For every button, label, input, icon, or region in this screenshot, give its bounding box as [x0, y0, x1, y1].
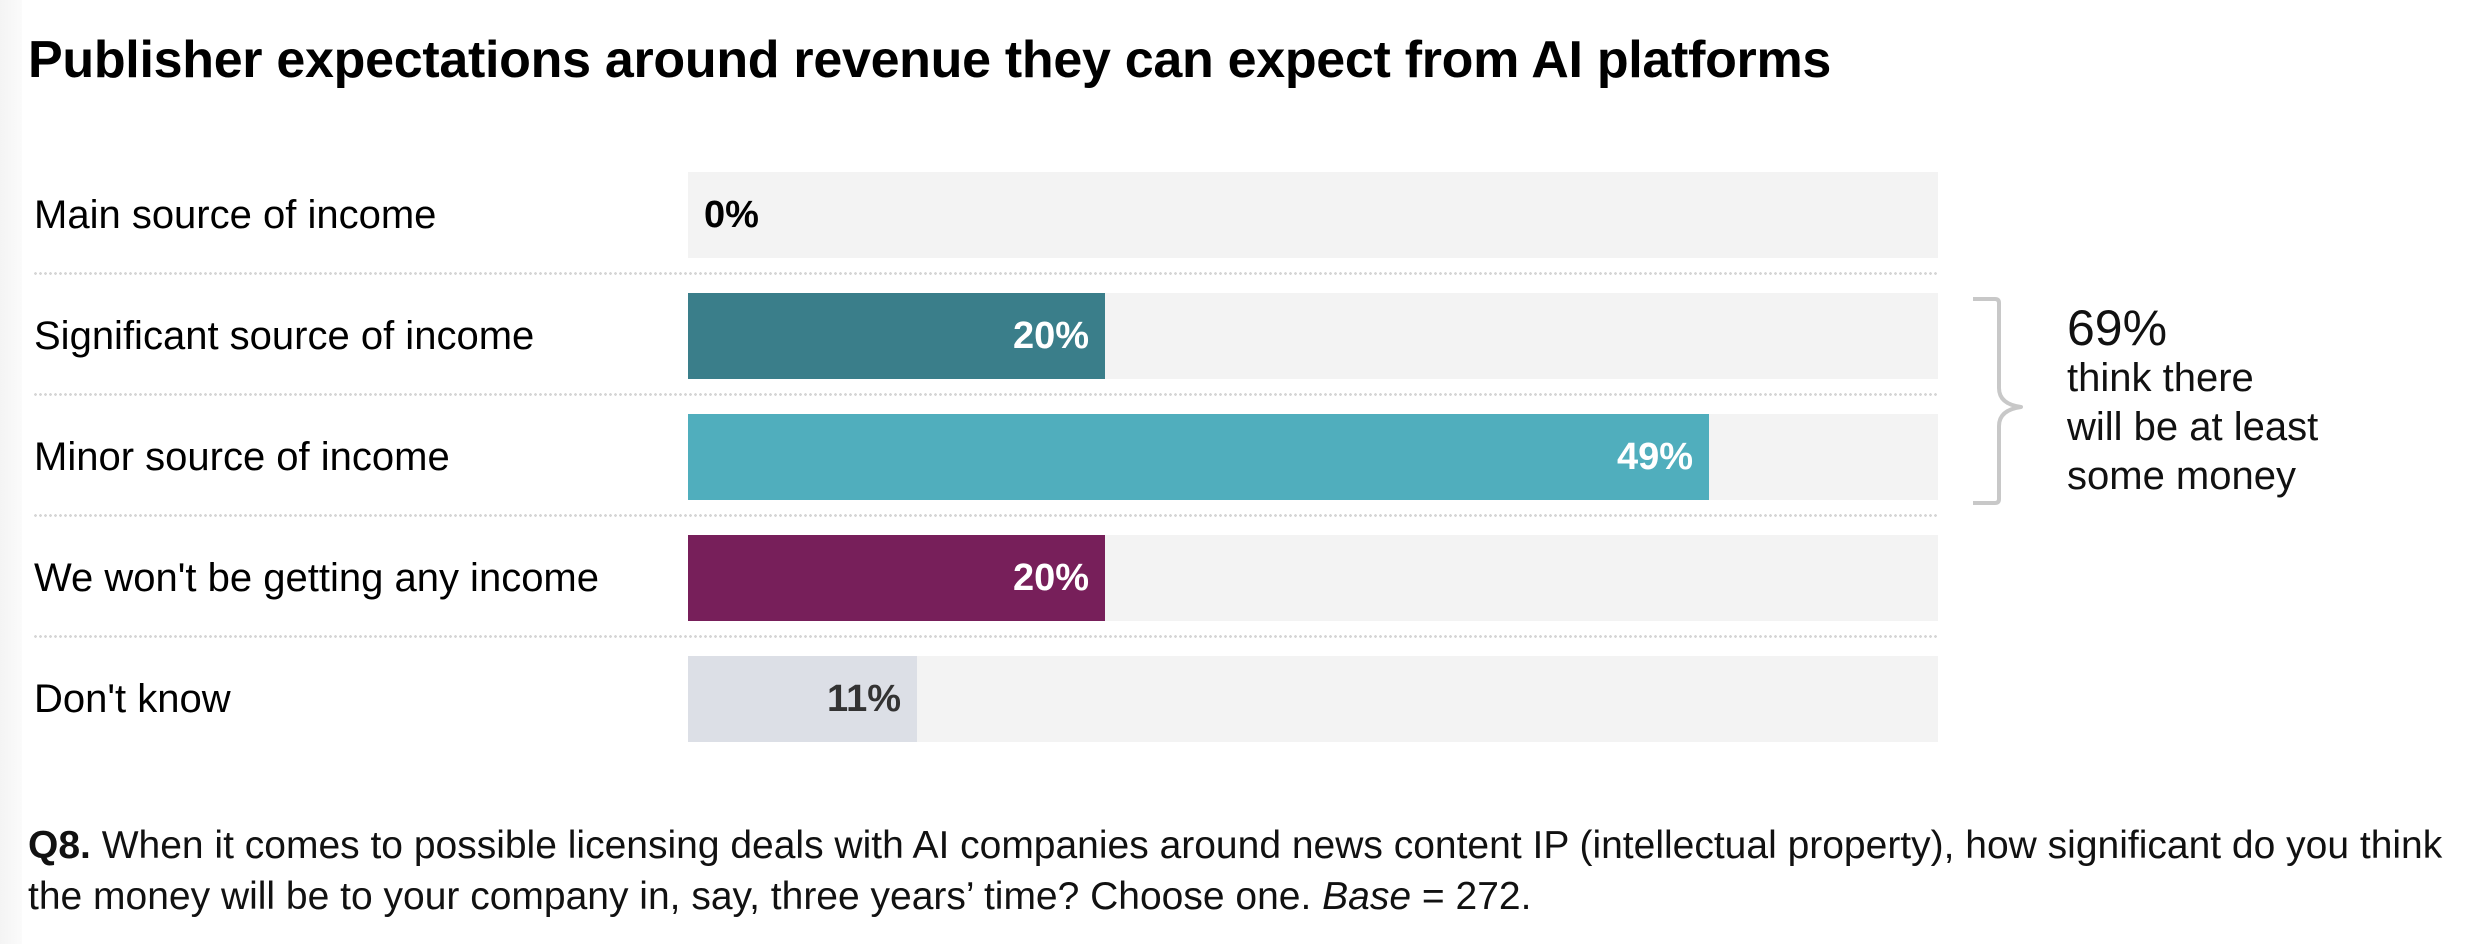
- category-label: We won't be getting any income: [34, 556, 599, 600]
- base-label: Base: [1322, 875, 1412, 918]
- bar-track: 20%: [688, 535, 1938, 621]
- bar: [688, 535, 1105, 621]
- category-label: Main source of income: [34, 193, 437, 237]
- category-label: Minor source of income: [34, 435, 450, 479]
- bar: [688, 293, 1105, 379]
- data-label: 20%: [1012, 557, 1089, 599]
- row-divider: [33, 635, 1938, 638]
- annotation-value: 69%: [2067, 300, 2168, 356]
- category-label: Don't know: [34, 677, 231, 721]
- curly-brace-icon: [1973, 297, 2023, 505]
- question-id: Q8.: [28, 824, 91, 867]
- bar-track: 11%: [688, 656, 1938, 742]
- base-value: = 272.: [1411, 875, 1532, 918]
- annotation-line: think there: [2067, 356, 2254, 400]
- data-label: 11%: [827, 678, 901, 720]
- bar: [688, 414, 1709, 500]
- footnote: Q8. When it comes to possible licensing …: [28, 820, 2468, 922]
- annotation-line: some money: [2067, 454, 2296, 498]
- data-label: 20%: [1012, 315, 1089, 357]
- data-label: 0%: [704, 194, 759, 236]
- question-text: When it comes to possible licensing deal…: [28, 824, 2443, 918]
- bracket-path: [1973, 297, 2023, 505]
- bar-track: 20%: [688, 293, 1938, 379]
- annotation: 69% think there will be at least some mo…: [2067, 302, 2318, 501]
- row-divider: [33, 393, 1938, 396]
- bar: [688, 656, 917, 742]
- data-label: 49%: [1616, 436, 1693, 478]
- bar-track: 49%: [688, 414, 1938, 500]
- bar-track: 0%: [688, 172, 1938, 258]
- chart-title: Publisher expectations around revenue th…: [28, 31, 1832, 89]
- annotation-line: will be at least: [2067, 405, 2319, 449]
- row-divider: [33, 272, 1938, 275]
- row-divider: [33, 514, 1938, 517]
- category-label: Significant source of income: [34, 314, 535, 358]
- left-margin-strip: [0, 0, 22, 944]
